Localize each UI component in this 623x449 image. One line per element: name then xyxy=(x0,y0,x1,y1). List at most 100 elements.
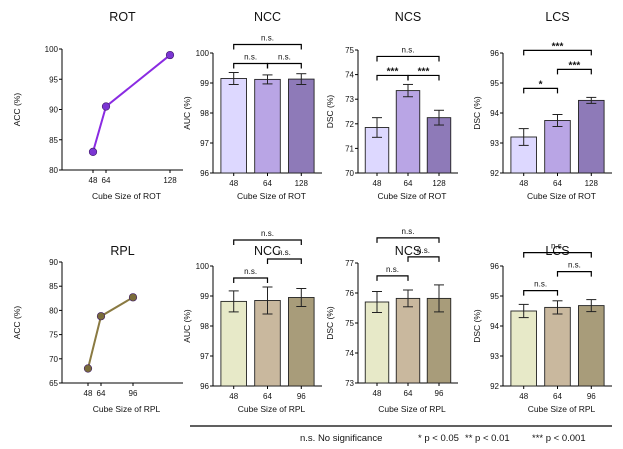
rpl-line-xlabel: Cube Size of RPL xyxy=(93,404,161,414)
rot-lcs-ytick-label: 94 xyxy=(490,109,499,118)
rpl-ncc-sig-bracket xyxy=(266,258,302,264)
rpl-ncs-ytick-label: 75 xyxy=(345,319,354,328)
rpl-ncc-xtick-label: 64 xyxy=(263,392,272,401)
rot-lcs-ylabel: DSC (%) xyxy=(472,96,482,130)
rot-ncs-title: NCS xyxy=(395,10,421,24)
legend-p001: *** p < 0.001 xyxy=(532,433,586,444)
rpl-ncs-ylabel: DSC (%) xyxy=(325,306,335,340)
rpl-lcs-sig-bracket xyxy=(556,271,592,277)
rpl-ncc-xtick-label: 48 xyxy=(229,392,238,401)
rot-ncc-sig-label: n.s. xyxy=(244,53,257,62)
rot-line-ytick-label: 95 xyxy=(49,75,58,84)
rpl-ncc-xtick-label: 96 xyxy=(297,392,306,401)
rpl-ncc-xlabel: Cube Size of RPL xyxy=(238,404,306,414)
rpl-line-ytick-label: 75 xyxy=(49,331,58,340)
rot-line-xtick-label: 64 xyxy=(102,176,111,185)
rpl-lcs-sig-label: n.s. xyxy=(568,261,581,270)
rot-ncs-sig-label: *** xyxy=(387,66,399,77)
rot-ncc-sig-bracket xyxy=(233,43,302,50)
rpl-line-xtick-label: 64 xyxy=(97,389,106,398)
rot-lcs-sig-label: *** xyxy=(569,60,581,71)
rot-ncc-sig-bracket xyxy=(266,62,302,69)
rpl-line-ytick-label: 65 xyxy=(49,379,58,388)
rpl-lcs-bar xyxy=(510,310,537,387)
rpl-lcs-bar xyxy=(544,306,571,387)
rot-lcs-xtick-label: 64 xyxy=(553,179,562,188)
rot-line-ytick-label: 90 xyxy=(49,106,58,115)
rot-ncs-bar xyxy=(395,90,421,174)
rot-ncc-bar xyxy=(220,78,247,174)
rpl-line-ytick-label: 80 xyxy=(49,306,58,315)
rot-lcs-sig-label: *** xyxy=(552,41,564,52)
rpl-ncs-xtick-label: 96 xyxy=(435,389,444,398)
rot-line-ylabel: ACC (%) xyxy=(12,93,22,127)
rpl-lcs-xlabel: Cube Size of RPL xyxy=(528,404,596,414)
rot-ncc-ylabel: AUC (%) xyxy=(182,96,192,130)
rpl-lcs-ytick-label: 93 xyxy=(490,352,499,361)
rot-ncc-ytick-label: 100 xyxy=(196,49,210,58)
rot-line-point xyxy=(88,147,98,156)
rot-lcs-ytick-label: 93 xyxy=(490,139,499,148)
rot-ncc-bar xyxy=(254,78,281,174)
rpl-ncs-bar xyxy=(364,301,390,384)
legend: n.s. No significance * p < 0.05 ** p < 0… xyxy=(300,433,586,444)
rot-lcs-bar xyxy=(578,99,605,174)
rpl-line-ytick-label: 85 xyxy=(49,282,58,291)
rpl-ncs-xlabel: Cube Size of RPL xyxy=(378,404,446,414)
rpl-line-xtick-label: 96 xyxy=(129,389,138,398)
rot-ncs-ytick-label: 70 xyxy=(345,169,354,178)
rpl-lcs-sig-label: n.s. xyxy=(551,242,564,251)
rot-ncs-sig-bracket xyxy=(407,74,440,81)
rot-ncs-ytick-label: 73 xyxy=(345,95,354,104)
rpl-ncc-title: NCC xyxy=(254,244,281,258)
rot-lcs-xlabel: Cube Size of ROT xyxy=(527,191,596,201)
rpl-ncc-ylabel: AUC (%) xyxy=(182,309,192,343)
rpl-lcs-sig-bracket xyxy=(523,290,559,296)
rpl-ncs-sig-bracket xyxy=(376,237,440,243)
rot-ncs-sig-bracket xyxy=(376,55,440,62)
rot-ncs-ytick-label: 72 xyxy=(345,120,354,129)
rpl-ncc-ytick-label: 97 xyxy=(200,352,209,361)
rpl-ncc-bar xyxy=(220,300,247,387)
rpl-lcs-ylabel: DSC (%) xyxy=(472,309,482,343)
rot-ncc-ytick-label: 96 xyxy=(200,169,209,178)
rot-line-point xyxy=(165,50,175,60)
rot-line-ytick-label: 85 xyxy=(49,136,58,145)
rpl-lcs-ytick-label: 96 xyxy=(490,262,499,271)
rot-ncc-xtick-label: 48 xyxy=(229,179,238,188)
rpl-ncc-sig-bracket xyxy=(233,239,302,245)
rot-line-point xyxy=(101,102,111,111)
rpl-ncs-panel: NCS 73 74 75 76 77 DSC (%) Cube Size of RPL 48 64… xyxy=(325,227,458,414)
rot-ncc-xtick-label: 64 xyxy=(263,179,272,188)
rot-lcs-title: LCS xyxy=(545,10,569,24)
rot-ncs-xtick-label: 48 xyxy=(373,179,382,188)
rpl-ncc-sig-label: n.s. xyxy=(261,229,274,238)
rpl-ncc-bar xyxy=(288,297,315,387)
rot-ncc-sig-label: n.s. xyxy=(278,53,291,62)
rpl-line-xtick-label: 48 xyxy=(84,389,93,398)
rpl-lcs-ytick-label: 95 xyxy=(490,292,499,301)
rpl-ncs-sig-bracket xyxy=(376,275,409,281)
rot-ncc-sig-label: n.s. xyxy=(261,34,274,43)
rpl-ncs-xtick-label: 48 xyxy=(373,389,382,398)
charts-group: ROT 80 85 90 95 100 ACC (%) Cube Size of ROT 48 6… xyxy=(12,10,612,414)
rpl-ncs-sig-label: n.s. xyxy=(417,246,430,255)
rot-ncs-ytick-label: 71 xyxy=(345,144,354,153)
rot-line-ytick-label: 100 xyxy=(45,45,59,54)
rpl-lcs-sig-label: n.s. xyxy=(534,280,547,289)
rpl-ncs-sig-label: n.s. xyxy=(386,265,399,274)
rot-ncs-sig-label: n.s. xyxy=(402,45,415,54)
rot-lcs-xtick-label: 48 xyxy=(519,179,528,188)
legend-ns: n.s. No significance xyxy=(300,433,382,444)
rot-ncs-bar xyxy=(426,117,452,174)
rot-ncc-panel: NCC 96 97 98 99 100 AUC (%) Cube Size of ROT 48 6… xyxy=(182,10,322,201)
rpl-ncs-ytick-label: 74 xyxy=(345,349,354,358)
rpl-ncc-sig-bracket xyxy=(233,277,269,283)
rot-lcs-ytick-label: 95 xyxy=(490,79,499,88)
rot-line-xlabel: Cube Size of ROT xyxy=(92,191,161,201)
rot-lcs-sig-bracket xyxy=(523,49,592,56)
rpl-lcs-xtick-label: 48 xyxy=(519,392,528,401)
